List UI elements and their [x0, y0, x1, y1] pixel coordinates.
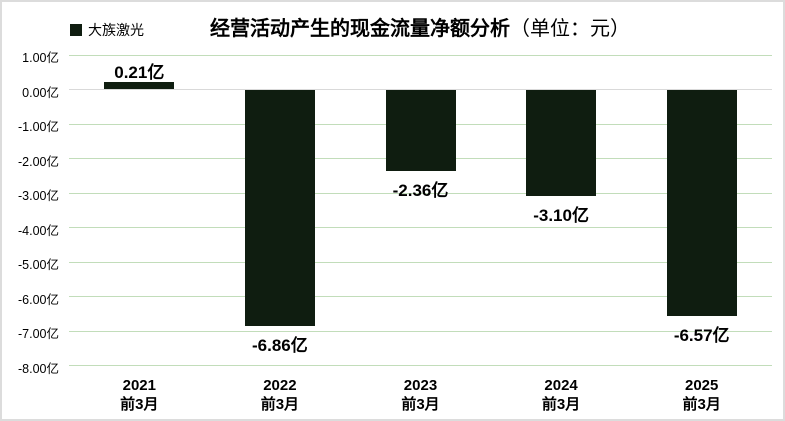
x-axis-category-label: 2023 前3月	[401, 377, 440, 413]
y-axis-tick-label: -3.00亿	[18, 189, 59, 203]
gridline	[69, 330, 772, 332]
gridline	[69, 365, 772, 366]
y-axis-tick-label: -8.00亿	[18, 361, 59, 376]
gridline	[69, 227, 772, 228]
y-axis-tick-label: -7.00亿	[18, 327, 59, 341]
gridline	[69, 296, 772, 297]
bar-value-label: -6.57亿	[673, 326, 730, 346]
chart-title-unit: （单位：元）	[510, 18, 630, 40]
legend-series-label: 大族激光	[88, 22, 144, 38]
x-axis-category-label: 2021 前3月	[120, 377, 159, 413]
bar	[666, 89, 737, 317]
bar-value-label: 0.21亿	[114, 63, 165, 83]
bar	[526, 89, 597, 197]
bar-value-label: -6.86亿	[252, 336, 308, 356]
y-axis-tick-label: 0.00亿	[22, 85, 59, 100]
x-axis-category-label: 2022 前3月	[260, 377, 300, 413]
y-axis-tick-label: -1.00亿	[18, 120, 59, 134]
y-axis-tick-label: -5.00亿	[18, 258, 59, 272]
legend: 大族激光	[70, 20, 144, 40]
y-axis-tick-label: -6.00亿	[18, 292, 59, 307]
x-axis-category-label: 2025 前3月	[682, 377, 721, 413]
legend-swatch-icon	[70, 24, 82, 36]
bar	[244, 89, 315, 327]
bar-value-label: -2.36亿	[392, 180, 449, 200]
chart-title-main: 经营活动产生的现金流量净额分析	[210, 18, 510, 40]
gridline	[69, 261, 772, 263]
gridline	[69, 54, 772, 56]
gridline	[69, 192, 772, 194]
bar	[385, 89, 456, 171]
bar-value-label: -3.10亿	[533, 206, 589, 226]
y-axis-tick-label: 1.00亿	[22, 51, 59, 65]
y-axis-tick-label: -4.00亿	[18, 223, 59, 238]
chart-title: 经营活动产生的现金流量净额分析（单位：元）	[210, 12, 630, 41]
bar	[104, 82, 175, 90]
y-axis-tick-label: -2.00亿	[18, 154, 59, 169]
x-axis-category-label: 2024 前3月	[541, 377, 581, 413]
